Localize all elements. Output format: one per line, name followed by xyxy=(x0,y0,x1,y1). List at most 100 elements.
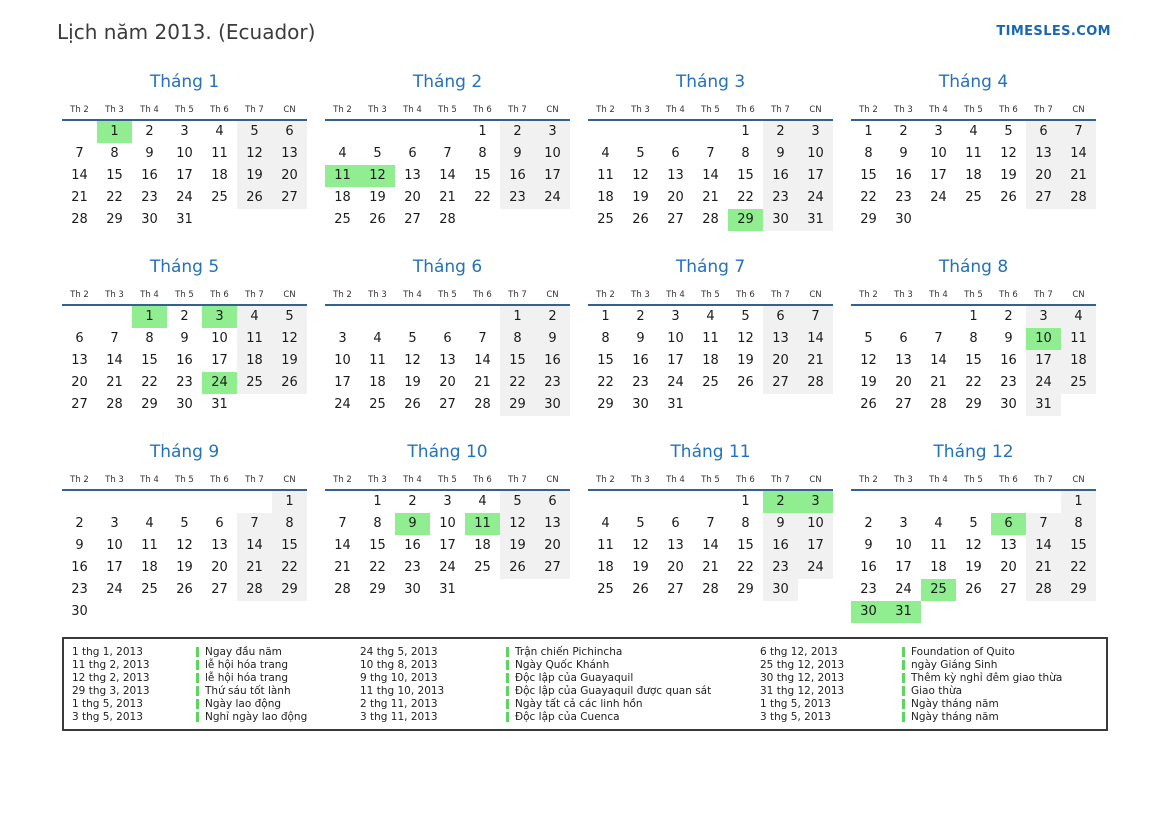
empty-day-cell xyxy=(97,601,132,623)
weekend-day-cell: 6 xyxy=(272,121,307,143)
empty-day-cell xyxy=(97,306,132,328)
weekday-header: Th 7 xyxy=(508,475,527,485)
weekday-header: Th 2 xyxy=(333,475,352,485)
month-day-grid: Th 2 Th 3 Th 4 Th 5 Th 6 Th 7 CN 1 2 3 4 5 6 7 8 9 10 11 1… xyxy=(62,471,307,623)
empty-day-cell xyxy=(991,491,1026,513)
day-cell: 2 xyxy=(408,494,417,509)
day-cell: 28 xyxy=(334,582,351,597)
legend-entry: Thứ sáu tốt lành xyxy=(196,685,360,697)
day-cell: 29 xyxy=(860,212,877,227)
weekend-day-cell: 8 xyxy=(1061,513,1096,535)
day-cell: 20 xyxy=(439,375,456,390)
legend-color-bar-icon xyxy=(902,698,905,709)
day-cell: 25 xyxy=(369,397,386,412)
weekend-day-cell: 7 xyxy=(798,306,833,328)
day-cell: 21 xyxy=(702,560,719,575)
day-cell: 23 xyxy=(404,560,421,575)
legend-entry: Ngày tất cả các linh hồn xyxy=(506,698,760,710)
weekday-header: Th 3 xyxy=(368,290,387,300)
legend-date: 11 thg 2, 2013 xyxy=(72,658,150,671)
weekday-header: CN xyxy=(809,290,822,300)
day-cell: 4 xyxy=(338,146,347,161)
weekday-header: Th 4 xyxy=(140,105,159,115)
day-cell: 2 xyxy=(899,124,908,139)
day-cell: 18 xyxy=(597,190,614,205)
weekday-header: Th 4 xyxy=(666,105,685,115)
day-cell: 27 xyxy=(667,582,684,597)
empty-day-cell xyxy=(237,394,272,416)
weekday-header: Th 6 xyxy=(473,475,492,485)
day-cell: 23 xyxy=(895,190,912,205)
day-cell: 27 xyxy=(71,397,88,412)
day-cell: 27 xyxy=(667,212,684,227)
weekend-day-cell: 7 xyxy=(1061,121,1096,143)
weekend-day-cell: 10 xyxy=(798,513,833,535)
day-cell: 17 xyxy=(211,353,228,368)
month-9: Tháng 9 Th 2 Th 3 Th 4 Th 5 Th 6 Th 7 CN 1 2 3 4 5 6 7… xyxy=(62,442,307,623)
weekend-day-cell: 28 xyxy=(798,372,833,394)
weekday-header: Th 7 xyxy=(508,105,527,115)
weekday-header: Th 7 xyxy=(771,105,790,115)
day-cell: 10 xyxy=(334,353,351,368)
month-3: Tháng 3 Th 2 Th 3 Th 4 Th 5 Th 6 Th 7 CN 1 2 3 4 5 6 7… xyxy=(588,72,833,231)
day-cell: 9 xyxy=(899,146,908,161)
weekend-day-cell: 17 xyxy=(798,165,833,187)
day-cell: 24 xyxy=(334,397,351,412)
day-cell: 16 xyxy=(895,168,912,183)
legend-date: 3 thg 5, 2013 xyxy=(760,710,831,723)
weekday-header: Th 5 xyxy=(964,290,983,300)
site-link[interactable]: TIMESLES.COM xyxy=(996,24,1111,39)
empty-day-cell xyxy=(430,306,465,328)
weekday-header: CN xyxy=(283,290,296,300)
weekday-header: Th 6 xyxy=(736,475,755,485)
empty-day-cell xyxy=(588,121,623,143)
weekend-day-cell: 27 xyxy=(535,557,570,579)
empty-day-cell xyxy=(693,394,728,416)
legend-date: 25 thg 12, 2013 xyxy=(760,658,845,671)
empty-day-cell xyxy=(1026,209,1061,231)
legend-label: Ngày Quốc Khánh xyxy=(515,658,610,671)
day-cell: 18 xyxy=(597,560,614,575)
weekday-header: Th 2 xyxy=(859,475,878,485)
day-cell: 11 xyxy=(702,331,719,346)
legend-date: 6 thg 12, 2013 xyxy=(760,645,838,658)
day-cell: 21 xyxy=(474,375,491,390)
day-cell: 28 xyxy=(930,397,947,412)
weekday-divider xyxy=(588,304,833,306)
weekend-day-cell: 23 xyxy=(500,187,535,209)
weekday-header: Th 7 xyxy=(1034,475,1053,485)
legend-color-bar-icon xyxy=(196,659,199,670)
day-cell: 4 xyxy=(215,124,224,139)
day-cell: 8 xyxy=(864,146,873,161)
weekday-header: Th 7 xyxy=(508,290,527,300)
weekday-header: Th 2 xyxy=(859,105,878,115)
day-cell: 5 xyxy=(408,331,417,346)
empty-day-cell xyxy=(921,209,956,231)
legend-color-bar-icon xyxy=(506,672,509,683)
day-cell: 8 xyxy=(373,516,382,531)
day-cell: 17 xyxy=(176,168,193,183)
empty-day-cell xyxy=(1061,394,1096,416)
day-cell: 14 xyxy=(702,168,719,183)
weekday-header: Th 2 xyxy=(70,105,89,115)
empty-day-cell xyxy=(202,601,237,623)
empty-day-cell xyxy=(202,209,237,231)
weekend-day-cell: 16 xyxy=(763,535,798,557)
day-cell: 25 xyxy=(141,582,158,597)
legend-entry: Giao thừa xyxy=(902,685,1098,697)
month-day-grid: Th 2 Th 3 Th 4 Th 5 Th 6 Th 7 CN 1 2 3 4 5 6 7 8 9 10 11 1… xyxy=(325,101,570,231)
legend-entry: Ngày Quốc Khánh xyxy=(506,659,760,671)
weekend-day-cell: 13 xyxy=(1026,143,1061,165)
month-day-grid: Th 2 Th 3 Th 4 Th 5 Th 6 Th 7 CN 1 2 3 4 5 6 7 8 9 10 11 1… xyxy=(62,101,307,231)
empty-day-cell xyxy=(991,209,1026,231)
empty-day-cell xyxy=(97,491,132,513)
empty-day-cell xyxy=(658,491,693,513)
day-cell: 4 xyxy=(706,309,715,324)
day-cell: 11 xyxy=(141,538,158,553)
day-cell: 28 xyxy=(702,212,719,227)
weekday-header: CN xyxy=(546,105,559,115)
day-cell: 25 xyxy=(965,190,982,205)
weekend-day-cell: 4 xyxy=(1061,306,1096,328)
day-cell: 19 xyxy=(1000,168,1017,183)
day-cell: 10 xyxy=(930,146,947,161)
